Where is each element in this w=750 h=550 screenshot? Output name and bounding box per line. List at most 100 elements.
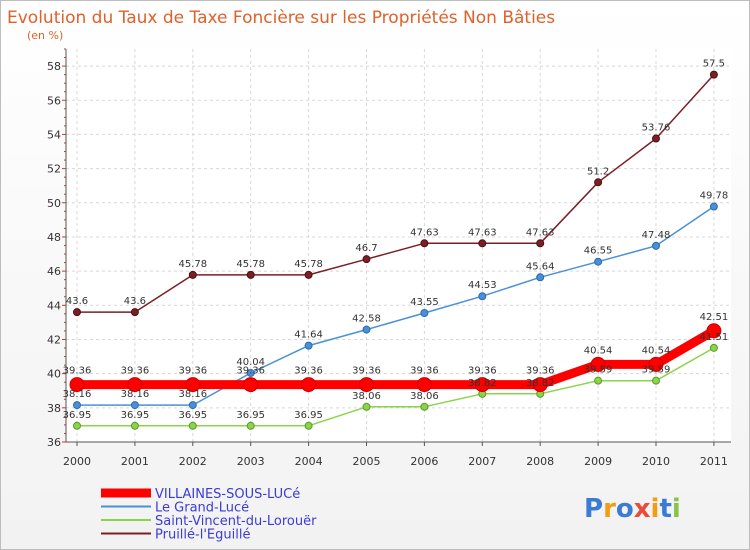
- data-label: 45.78: [294, 259, 323, 270]
- data-label: 40.04: [236, 357, 265, 368]
- data-point: [594, 178, 603, 187]
- y-tick-label: 48: [47, 231, 61, 244]
- data-label: 46.55: [584, 246, 613, 257]
- data-point: [362, 325, 371, 334]
- data-label: 47.48: [642, 230, 671, 241]
- data-label: 39.59: [642, 365, 671, 376]
- data-label: 49.78: [700, 191, 729, 202]
- y-tick-label: 52: [47, 163, 61, 176]
- chart-title: Evolution du Taux de Taxe Foncière sur l…: [7, 8, 555, 28]
- data-label: 38.16: [63, 389, 92, 400]
- data-label: 38.82: [526, 378, 555, 389]
- x-tick-label: 2005: [353, 455, 381, 468]
- data-label: 47.63: [526, 227, 555, 238]
- data-label: 43.6: [124, 296, 146, 307]
- data-point: [706, 323, 722, 339]
- data-point: [420, 402, 429, 411]
- data-label: 36.95: [121, 410, 150, 421]
- data-point: [416, 377, 432, 393]
- logo-text: Proxiti: [584, 494, 681, 524]
- data-label: 39.36: [236, 366, 265, 377]
- data-point: [188, 270, 197, 279]
- data-point: [478, 292, 487, 301]
- data-label: 57.5: [703, 59, 725, 70]
- plot-background: [66, 49, 731, 442]
- data-point: [420, 239, 429, 248]
- data-point: [188, 421, 197, 430]
- data-point: [130, 308, 139, 317]
- data-point: [536, 239, 545, 248]
- x-tick-label: 2001: [121, 455, 149, 468]
- data-label: 38.16: [121, 389, 150, 400]
- data-label: 44.53: [468, 280, 497, 291]
- data-point: [130, 401, 139, 410]
- data-point: [130, 421, 139, 430]
- legend-label: Saint-Vincent-du-Lorouër: [155, 514, 317, 529]
- data-point: [594, 376, 603, 385]
- data-label: 46.7: [355, 243, 377, 254]
- data-label: 36.95: [236, 410, 265, 421]
- series-line-0: [77, 326, 717, 390]
- data-label: 51.2: [587, 166, 609, 177]
- data-label: 36.95: [63, 410, 92, 421]
- data-point: [304, 270, 313, 279]
- data-label: 47.63: [410, 227, 439, 238]
- data-label: 41.64: [294, 330, 323, 341]
- x-tick-label: 2004: [295, 455, 323, 468]
- data-label: 39.36: [410, 366, 439, 377]
- data-point: [652, 376, 660, 385]
- data-label: 42.58: [352, 314, 381, 325]
- data-label: 36.95: [178, 410, 207, 421]
- data-label: 38.06: [410, 391, 439, 402]
- data-label: 53.76: [642, 123, 671, 134]
- data-label: 39.36: [294, 366, 323, 377]
- y-tick-label: 44: [47, 299, 61, 312]
- data-label: 45.64: [526, 261, 555, 272]
- data-point: [709, 202, 718, 211]
- y-tick-label: 42: [47, 333, 61, 346]
- data-label: 43.6: [66, 296, 88, 307]
- y-tick-label: 40: [47, 368, 61, 381]
- x-tick-label: 2002: [179, 455, 207, 468]
- data-point: [188, 401, 197, 410]
- data-label: 45.78: [178, 259, 207, 270]
- data-label: 36.95: [294, 410, 323, 421]
- data-point: [127, 377, 143, 393]
- plot-area: 36 38 40 42 44 46 48 50 52 54 56 58 2000 2001 2002 2003…: [47, 48, 731, 468]
- data-point: [474, 377, 490, 393]
- x-tick-label: 2010: [642, 455, 670, 468]
- data-point: [304, 341, 313, 350]
- y-tick-label: 50: [47, 197, 61, 210]
- data-label: 38.82: [468, 378, 497, 389]
- legend-label: VILLAINES-SOUS-LUCé: [155, 487, 300, 502]
- data-point: [652, 134, 660, 143]
- x-tick-label: 2007: [468, 455, 496, 468]
- x-tick-label: 2006: [410, 455, 438, 468]
- data-point: [362, 402, 371, 411]
- x-tick-label: 2000: [63, 455, 91, 468]
- data-point: [532, 377, 548, 393]
- data-label: 39.36: [63, 366, 92, 377]
- y-tick-label: 36: [47, 436, 61, 449]
- data-point: [594, 257, 603, 266]
- x-tick-label: 2008: [526, 455, 554, 468]
- data-point: [301, 377, 317, 393]
- data-point: [246, 270, 255, 279]
- data-label: 39.36: [468, 366, 497, 377]
- proxiti-logo: Proxiti: [584, 494, 681, 524]
- data-point: [73, 401, 81, 410]
- data-point: [652, 241, 660, 250]
- data-point: [359, 377, 374, 393]
- legend-label: Le Grand-Lucé: [155, 501, 249, 516]
- data-point: [185, 377, 201, 393]
- data-label: 47.63: [468, 227, 497, 238]
- data-point: [709, 70, 718, 79]
- data-label: 39.36: [352, 366, 381, 377]
- series-line-2: [77, 347, 715, 427]
- series-line-1: [77, 205, 715, 406]
- data-label: 40.54: [642, 345, 671, 356]
- y-tick-label: 38: [47, 402, 61, 415]
- data-point: [478, 239, 487, 248]
